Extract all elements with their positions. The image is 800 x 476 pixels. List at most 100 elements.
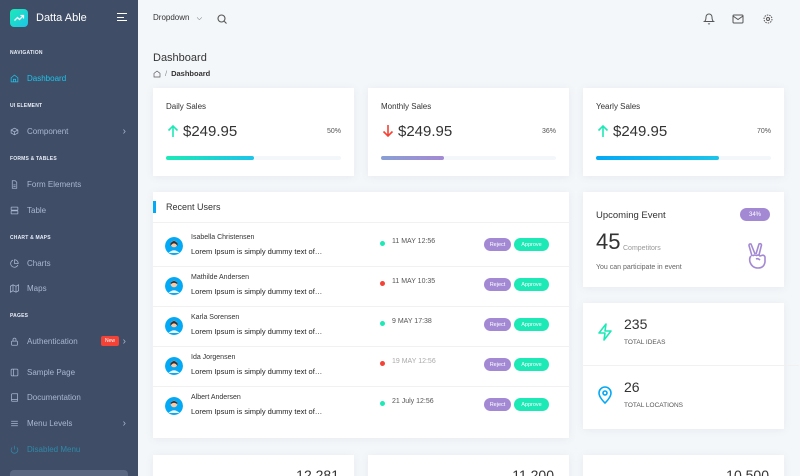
user-name: Isabella Christensen <box>191 234 254 241</box>
peace-hand-icon <box>746 242 768 270</box>
settings-icon[interactable] <box>762 12 774 24</box>
stat-label: Yearly Sales <box>596 102 640 111</box>
user-name: Albert Andersen <box>191 394 241 401</box>
power-icon <box>10 445 19 454</box>
bottom-card-3: 10,500 <box>583 455 784 476</box>
table-row: Isabella Christensen Lorem Ipsum is simp… <box>153 227 569 267</box>
progress-bar <box>596 156 771 160</box>
chevron-down-icon: ⌵ <box>197 15 202 22</box>
sidebar-item-label: Documentation <box>27 393 81 402</box>
user-date: 9 MAY 17:38 <box>392 318 432 325</box>
brand-name: Datta Able <box>36 12 87 24</box>
sidebar-item-menu-levels[interactable]: Menu Levels › <box>0 412 138 434</box>
total-value: 235 <box>624 316 647 332</box>
approve-button[interactable]: Approve <box>514 278 549 291</box>
card-title: Upcoming Event <box>596 210 666 221</box>
progress-fill <box>381 156 444 160</box>
avatar <box>165 237 183 255</box>
avatar <box>165 357 183 375</box>
status-dot <box>380 401 385 406</box>
sidebar-bottom-block <box>10 470 128 476</box>
menu-toggle-icon[interactable] <box>117 13 127 22</box>
bottom-card-2: 11,200 <box>368 455 569 476</box>
reject-button[interactable]: Reject <box>484 278 511 291</box>
mail-icon[interactable] <box>732 12 744 24</box>
user-text: Lorem Ipsum is simply dummy text of… <box>191 287 322 296</box>
reject-button[interactable]: Reject <box>484 318 511 331</box>
search-icon[interactable] <box>216 12 228 24</box>
card-value: 12,281 <box>296 467 339 476</box>
pie-chart-icon <box>10 259 19 268</box>
total-label: TOTAL LOCATIONS <box>624 402 683 409</box>
sidebar-item-component[interactable]: Component › <box>0 120 138 142</box>
sidebar-item-table[interactable]: Table <box>0 199 138 221</box>
sidebar-item-documentation[interactable]: Documentation <box>0 386 138 408</box>
competitor-count: 45 <box>596 229 620 255</box>
reject-button[interactable]: Reject <box>484 238 511 251</box>
sidebar-item-label: Sample Page <box>27 368 75 377</box>
sidebar: Datta Able NAVIGATION Dashboard UI ELEME… <box>0 0 138 476</box>
user-date: 11 MAY 10:35 <box>392 278 435 285</box>
map-pin-icon <box>597 386 613 404</box>
stat-card-daily: Daily Sales $249.95 50% <box>153 88 354 176</box>
sidebar-item-label: Form Elements <box>27 180 81 189</box>
nav-caption-pages: PAGES <box>10 313 28 319</box>
approve-button[interactable]: Approve <box>514 358 549 371</box>
arrow-down-icon <box>382 124 394 138</box>
total-value: 26 <box>624 379 640 395</box>
brand[interactable]: Datta Able <box>0 0 138 36</box>
page-title: Dashboard <box>153 52 207 64</box>
breadcrumb: / Dashboard <box>153 69 210 78</box>
stat-percent: 36% <box>542 128 556 135</box>
server-icon <box>10 206 19 215</box>
table-row: Albert Andersen Lorem Ipsum is simply du… <box>153 387 569 427</box>
stat-value: $249.95 <box>398 123 452 140</box>
sidebar-item-sample-page[interactable]: Sample Page <box>0 361 138 383</box>
reject-button[interactable]: Reject <box>484 398 511 411</box>
dropdown-label: Dropdown <box>153 13 189 22</box>
bell-icon[interactable] <box>703 12 715 24</box>
sidebar-item-charts[interactable]: Charts <box>0 252 138 274</box>
sidebar-item-maps[interactable]: Maps <box>0 277 138 299</box>
approve-button[interactable]: Approve <box>514 238 549 251</box>
sidebar-item-label: Authentication <box>27 337 78 346</box>
avatar <box>165 397 183 415</box>
user-date: 21 July 12:56 <box>392 398 434 405</box>
status-dot <box>380 241 385 246</box>
sidebar-item-label: Dashboard <box>27 74 66 83</box>
stat-card-yearly: Yearly Sales $249.95 70% <box>583 88 784 176</box>
progress-fill <box>166 156 254 160</box>
dropdown-toggle[interactable]: Dropdown ⌵ <box>153 13 202 23</box>
total-label: TOTAL IDEAS <box>624 339 665 346</box>
map-icon <box>10 284 19 293</box>
lock-icon <box>10 337 19 346</box>
competitor-label: Competitors <box>623 245 661 252</box>
stat-label: Daily Sales <box>166 102 206 111</box>
reject-button[interactable]: Reject <box>484 358 511 371</box>
sidebar-item-disabled-menu: Disabled Menu <box>0 438 138 460</box>
progress-bar <box>166 156 341 160</box>
sidebar-item-label: Component <box>27 127 68 136</box>
sidebar-item-label: Table <box>27 206 46 215</box>
status-dot <box>380 281 385 286</box>
user-name: Mathilde Andersen <box>191 274 249 281</box>
recent-users-card: Recent Users Isabella Christensen Lorem … <box>153 192 569 438</box>
home-icon[interactable] <box>153 70 161 78</box>
chevron-right-icon: › <box>123 418 126 429</box>
zap-icon <box>597 323 613 341</box>
sidebar-icon <box>10 368 19 377</box>
sidebar-item-authentication[interactable]: Authentication New › <box>0 330 138 352</box>
menu-icon <box>10 419 19 428</box>
user-text: Lorem Ipsum is simply dummy text of… <box>191 367 322 376</box>
nav-caption-chart-maps: CHART & MAPS <box>10 235 51 241</box>
total-ideas-row: 235 TOTAL IDEAS <box>583 303 799 365</box>
sidebar-item-form-elements[interactable]: Form Elements <box>0 173 138 195</box>
sidebar-item-dashboard[interactable]: Dashboard <box>0 67 138 89</box>
approve-button[interactable]: Approve <box>514 398 549 411</box>
card-value: 10,500 <box>726 467 769 476</box>
chevron-right-icon: › <box>123 126 126 137</box>
progress-fill <box>596 156 719 160</box>
approve-button[interactable]: Approve <box>514 318 549 331</box>
avatar <box>165 277 183 295</box>
table-row: Karla Sorensen Lorem Ipsum is simply dum… <box>153 307 569 347</box>
